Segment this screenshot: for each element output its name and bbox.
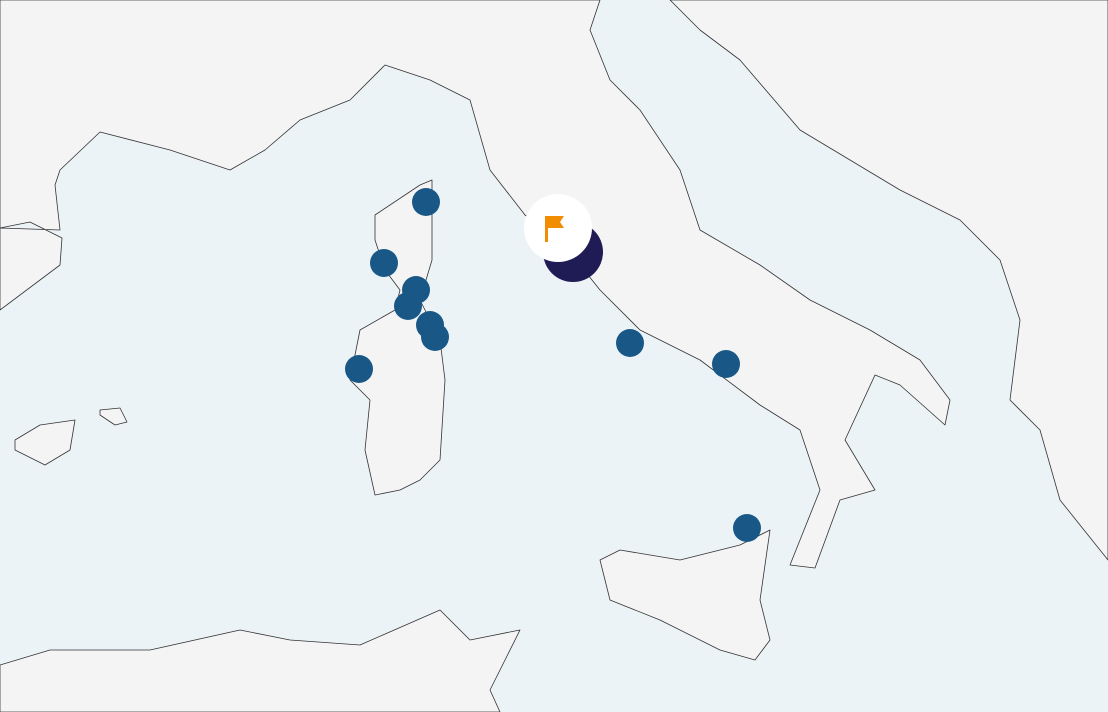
balkans [669,0,1108,561]
flag-icon [545,216,564,242]
location-marker[interactable] [421,323,449,351]
location-marker[interactable] [394,292,422,320]
sicily [599,529,771,661]
small-island [99,407,128,426]
mainland-europe [0,0,951,569]
location-marker[interactable] [733,514,761,542]
location-marker[interactable] [370,249,398,277]
location-marker[interactable] [412,188,440,216]
location-marker[interactable] [345,355,373,383]
location-marker[interactable] [616,329,644,357]
north-africa [0,609,521,712]
location-marker[interactable] [712,350,740,378]
corsica-sardinia [349,179,446,496]
balearic-island [14,419,76,466]
